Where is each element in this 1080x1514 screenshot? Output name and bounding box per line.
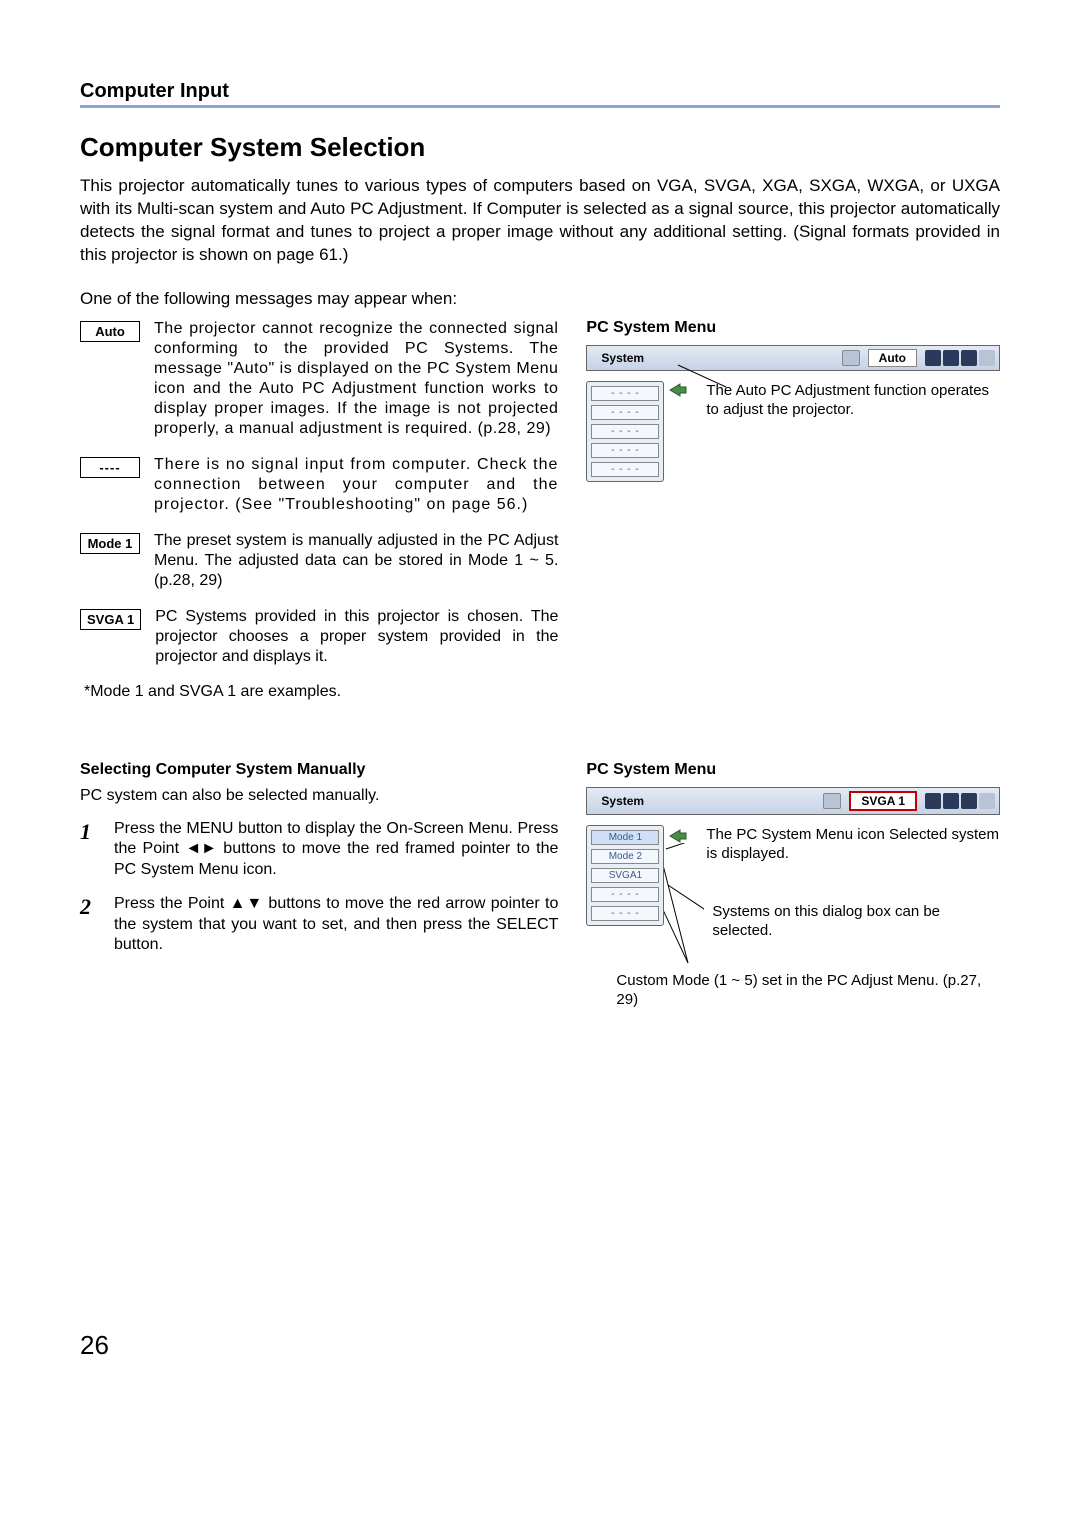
toolbar-icon [925, 350, 941, 366]
manual-intro: PC system can also be selected manually. [80, 787, 558, 805]
menu-item: - - - - [591, 405, 659, 420]
figure2-heading: PC System Menu [586, 761, 1000, 779]
callout-text: The Auto PC Adjustment function operates… [706, 382, 989, 419]
step-row: 1 Press the MENU button to display the O… [80, 819, 558, 880]
figure1-heading: PC System Menu [586, 319, 1000, 337]
message-row: Auto The projector cannot recognize the … [80, 319, 558, 439]
tag-none: ---- [80, 457, 140, 478]
step-number-1: 1 [80, 819, 100, 880]
manual-heading: Selecting Computer System Manually [80, 761, 558, 779]
figure2-callout-1: The PC System Menu icon Selected system … [706, 825, 1000, 864]
message-row: SVGA 1 PC Systems provided in this proje… [80, 607, 558, 667]
pc-system-menu-figure-2: System SVGA 1 Mode 1 Mode 2 SVGA1 - - - [586, 787, 1000, 1010]
message-text: The preset system is manually adjusted i… [154, 531, 558, 591]
menu-item-mode2: Mode 2 [591, 849, 659, 864]
figure1-callout: The Auto PC Adjustment function operates… [706, 381, 1000, 482]
menu-bar: System SVGA 1 [586, 787, 1000, 815]
step-text: Press the Point ▲▼ buttons to move the r… [114, 894, 558, 955]
messages-column: Auto The projector cannot recognize the … [80, 319, 558, 701]
menu-bar-icons [925, 793, 995, 809]
menu-item: - - - - [591, 462, 659, 477]
manual-column: Selecting Computer System Manually PC sy… [80, 761, 558, 1010]
menu-bar-icon [842, 350, 860, 366]
pc-system-menu-figure: System Auto - - - - - - - - - - - - - - [586, 345, 1000, 482]
message-row: Mode 1 The preset system is manually adj… [80, 531, 558, 591]
toolbar-icon [979, 350, 995, 366]
menu-bar-mode-selected: SVGA 1 [849, 791, 917, 811]
menu-item: - - - - [591, 906, 659, 921]
callout-lines-icon [664, 843, 704, 973]
message-text: PC Systems provided in this projector is… [155, 607, 558, 667]
menu-item: - - - - [591, 887, 659, 902]
step-number-2: 2 [80, 894, 100, 955]
menu-item: - - - - [591, 443, 659, 458]
menu-list: - - - - - - - - - - - - - - - - - - - - [586, 381, 664, 482]
page-title: Computer System Selection [80, 132, 1000, 163]
toolbar-icon [979, 793, 995, 809]
callout-line-icon [672, 361, 732, 391]
step-text: Press the MENU button to display the On-… [114, 819, 558, 880]
menu-bar-icon [823, 793, 841, 809]
menu-bar-icons [925, 350, 995, 366]
figure2-column: PC System Menu System SVGA 1 Mode 1 Mode… [586, 761, 1000, 1010]
toolbar-icon [925, 793, 941, 809]
toolbar-icon [943, 793, 959, 809]
intro-paragraph: This projector automatically tunes to va… [80, 175, 1000, 267]
step-row: 2 Press the Point ▲▼ buttons to move the… [80, 894, 558, 955]
tag-svga1: SVGA 1 [80, 609, 141, 630]
menu-bar-mode: Auto [868, 349, 917, 367]
figure2-callout-2: Systems on this dialog box can be select… [706, 902, 1000, 941]
subintro: One of the following messages may appear… [80, 289, 1000, 309]
message-text: The projector cannot recognize the conne… [154, 319, 558, 439]
menu-item-svga1: SVGA1 [591, 868, 659, 883]
tag-auto: Auto [80, 321, 140, 342]
figure1-column: PC System Menu System Auto - - - - - - -… [586, 319, 1000, 701]
menu-item: - - - - [591, 386, 659, 401]
menu-item-mode1: Mode 1 [591, 830, 659, 845]
message-text: There is no signal input from computer. … [154, 455, 558, 515]
toolbar-icon [943, 350, 959, 366]
toolbar-icon [961, 793, 977, 809]
footnote: *Mode 1 and SVGA 1 are examples. [84, 683, 558, 701]
menu-bar-label: System [591, 794, 815, 808]
menu-list: Mode 1 Mode 2 SVGA1 - - - - - - - - [586, 825, 664, 926]
section-header: Computer Input [80, 80, 1000, 108]
tag-mode1: Mode 1 [80, 533, 140, 554]
page-number: 26 [80, 1330, 1000, 1361]
figure2-callouts: The PC System Menu icon Selected system … [706, 825, 1000, 941]
message-row: ---- There is no signal input from compu… [80, 455, 558, 515]
figure2-callout-3: Custom Mode (1 ~ 5) set in the PC Adjust… [616, 971, 1000, 1010]
menu-item: - - - - [591, 424, 659, 439]
toolbar-icon [961, 350, 977, 366]
menu-bar: System Auto [586, 345, 1000, 371]
